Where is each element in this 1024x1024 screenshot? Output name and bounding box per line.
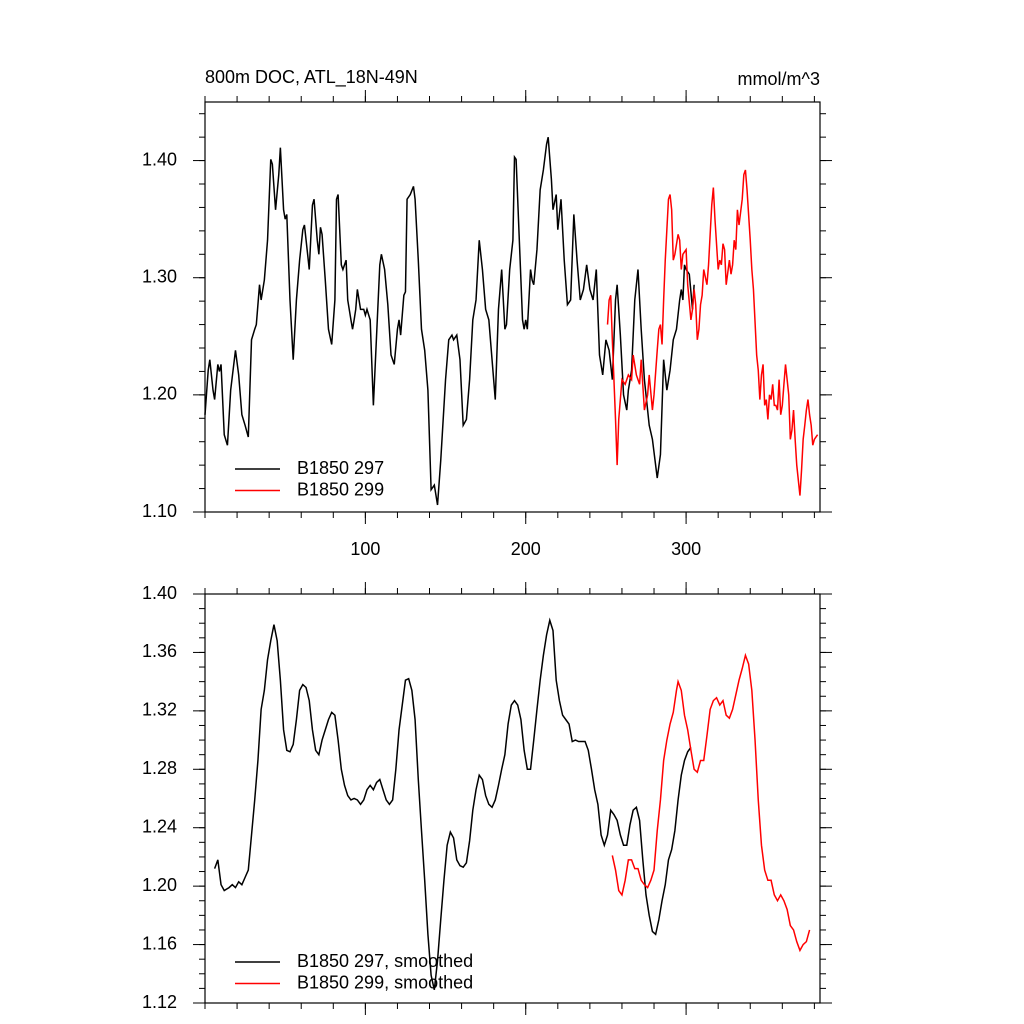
y-tick-label: 1.28 [142, 758, 177, 778]
x-tick-label: 100 [350, 539, 380, 559]
x-tick-label: 200 [511, 539, 541, 559]
y-tick-label: 1.20 [142, 384, 177, 404]
x-tick-label: 300 [671, 539, 701, 559]
y-tick-label: 1.40 [142, 583, 177, 603]
y-tick-label: 1.32 [142, 700, 177, 720]
legend-label: B1850 297, smoothed [297, 951, 473, 971]
plot-frame [204, 593, 821, 1004]
chart-title: 800m DOC, ATL_18N-49N [205, 67, 418, 88]
units-label: mmol/m^3 [738, 69, 820, 89]
data-line [204, 136, 695, 506]
y-tick-label: 1.30 [142, 266, 177, 286]
y-tick-label: 1.16 [142, 933, 177, 953]
data-line [606, 169, 819, 496]
y-tick-label: 1.10 [142, 501, 177, 521]
legend-label: B1850 297 [297, 458, 384, 478]
legend-label: B1850 299 [297, 479, 384, 499]
y-tick-label: 1.20 [142, 875, 177, 895]
y-tick-label: 1.40 [142, 149, 177, 169]
plot-frame [204, 101, 821, 513]
data-line [213, 617, 692, 991]
y-tick-label: 1.36 [142, 641, 177, 661]
y-tick-label: 1.24 [142, 816, 177, 836]
y-tick-label: 1.12 [142, 992, 177, 1012]
data-line [611, 652, 811, 953]
legend-label: B1850 299, smoothed [297, 972, 473, 992]
